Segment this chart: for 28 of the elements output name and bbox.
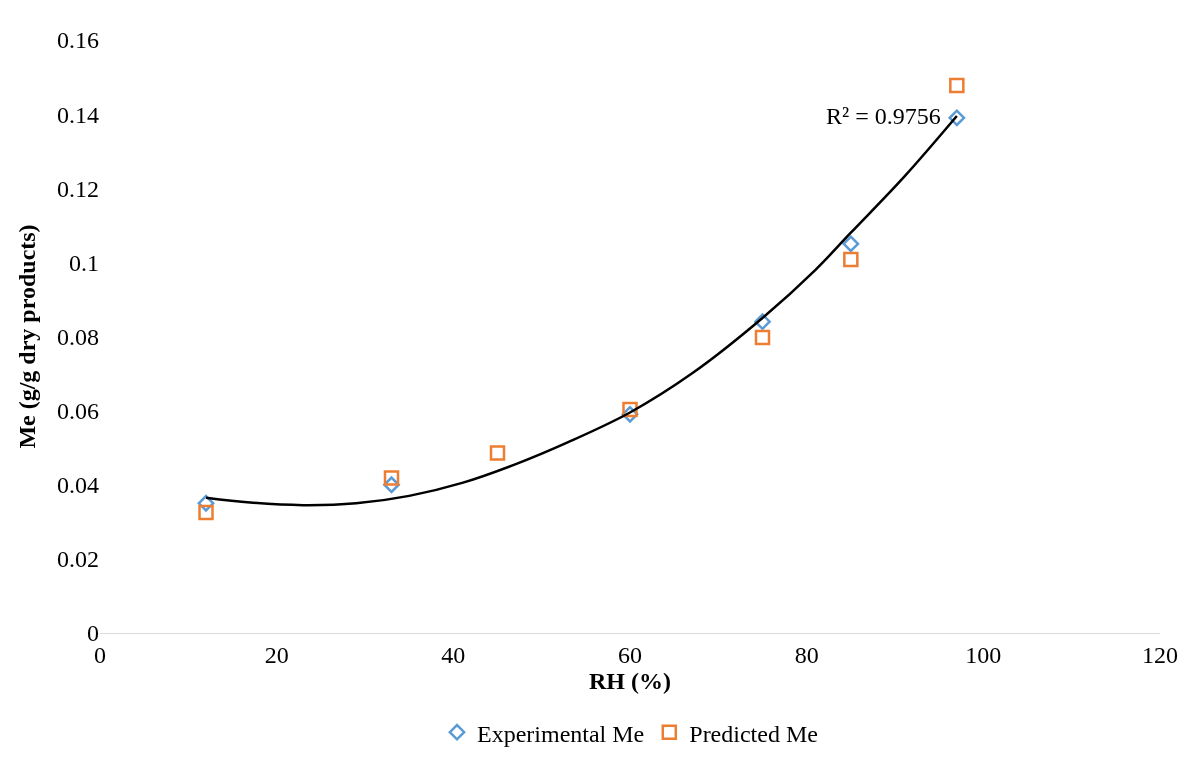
- y-tick-label: 0: [87, 620, 99, 647]
- point: [198, 504, 214, 521]
- legend-label: Experimental Me: [477, 720, 645, 747]
- y-tick-label: 0.12: [57, 175, 99, 202]
- point: [754, 329, 771, 346]
- y-axis-title: Me (g/g dry products): [14, 224, 41, 449]
- y-tick-label: 0.02: [57, 546, 99, 573]
- x-tick-label: 40: [441, 641, 466, 668]
- x-axis-title: RH (%): [589, 667, 671, 694]
- x-tick-label: 120: [1142, 641, 1178, 668]
- point: [948, 109, 966, 127]
- y-tick-label: 0.16: [57, 27, 99, 54]
- y-tick-label: 0.14: [57, 101, 99, 128]
- annotation: R² = 0.9756: [826, 103, 941, 129]
- point: [949, 77, 965, 94]
- y-tick-label: 0.1: [69, 249, 99, 276]
- y-tick-label: 0.06: [57, 398, 99, 425]
- point: [383, 470, 400, 486]
- point: [843, 251, 859, 268]
- x-tick-label: 100: [965, 641, 1002, 668]
- legend-label: Predicted Me: [689, 720, 818, 747]
- x-tick-label: 20: [264, 641, 289, 668]
- point: [489, 445, 506, 461]
- x-tick-label: 80: [794, 641, 819, 668]
- y-tick-label: 0.08: [57, 323, 99, 350]
- point: [842, 235, 860, 253]
- x-tick-label: 60: [618, 641, 642, 668]
- y-tick-label: 0.04: [57, 472, 99, 499]
